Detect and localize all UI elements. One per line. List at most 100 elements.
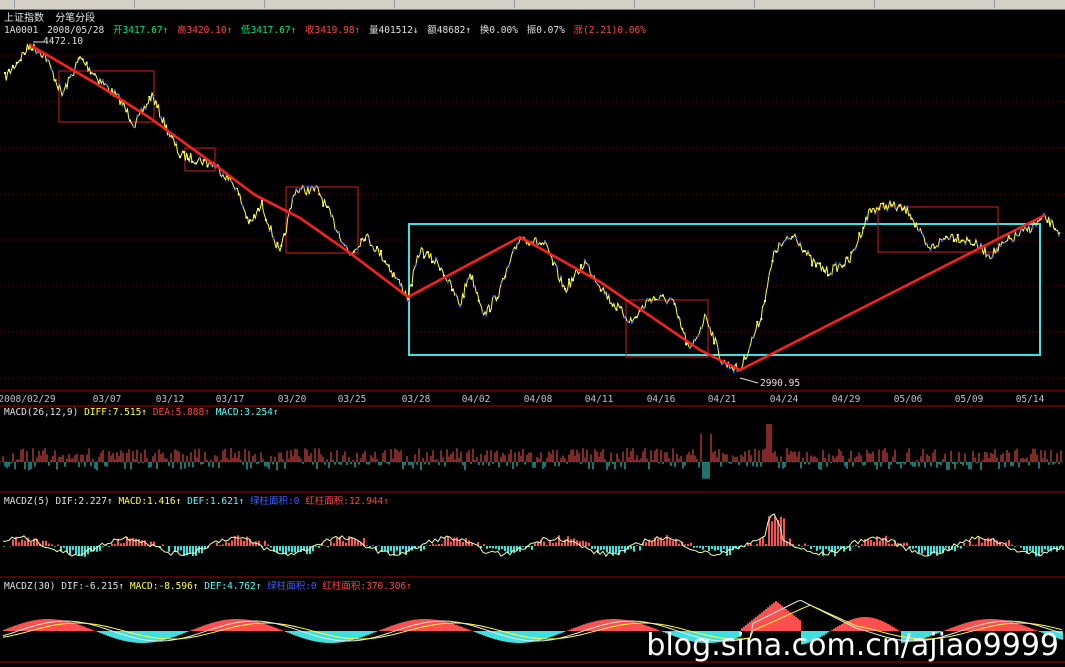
macd3-bar xyxy=(1009,621,1011,631)
toolbar-button[interactable] xyxy=(980,0,995,8)
macd3-bar xyxy=(65,621,67,631)
macd2-bar xyxy=(684,544,686,546)
price-dot xyxy=(858,232,861,235)
toolbar-button[interactable] xyxy=(500,0,515,8)
price-dot xyxy=(556,266,558,268)
macd2-bar xyxy=(558,535,560,546)
macd2-bar xyxy=(960,546,962,549)
price-dot xyxy=(485,314,488,317)
price-dot xyxy=(105,84,108,86)
macd3-bar xyxy=(877,619,879,631)
price-dot xyxy=(206,165,209,168)
macd2-bar xyxy=(57,544,59,546)
toolbar-button[interactable] xyxy=(740,0,755,8)
macd3-bar xyxy=(513,631,515,643)
macd3-bar xyxy=(897,630,899,631)
macd3-bar xyxy=(263,623,265,631)
macd3-bar xyxy=(107,631,109,636)
price-dot xyxy=(101,79,104,82)
macd3-bar xyxy=(595,621,597,631)
macd2-bar xyxy=(771,521,773,546)
price-dot xyxy=(611,304,614,307)
macd3-bar xyxy=(987,619,989,631)
price-dot xyxy=(693,338,695,341)
macd3-bar xyxy=(953,626,955,631)
macd2-bar xyxy=(51,544,53,546)
macd3-bar xyxy=(679,631,681,639)
macd3-bar xyxy=(939,631,941,633)
macd3-bar xyxy=(835,627,837,631)
macd3-bar xyxy=(731,631,733,640)
macd3-bar xyxy=(1057,631,1059,639)
macd3-bar xyxy=(867,617,869,631)
toolbar-button[interactable] xyxy=(380,0,395,8)
price-dot xyxy=(318,193,321,196)
low-price: 低3417.67↑ xyxy=(241,25,297,36)
macd3-bar xyxy=(1051,631,1053,637)
macd3-bar xyxy=(287,631,289,633)
macd3-bar xyxy=(13,625,15,631)
macd3-bar xyxy=(655,629,657,631)
macd2-bar xyxy=(915,546,917,549)
macd2-bar xyxy=(693,546,695,548)
price-dot xyxy=(330,215,333,218)
price-dot xyxy=(241,204,244,207)
toolbar-button[interactable] xyxy=(250,0,265,8)
macd3-bar xyxy=(647,626,649,631)
macd2-bar xyxy=(939,546,941,553)
macd2-bar xyxy=(78,546,80,557)
macd2-bar xyxy=(561,542,563,546)
macd2-bar xyxy=(888,543,890,546)
macd3-bar xyxy=(677,631,679,638)
macd3-bar xyxy=(349,631,351,641)
macd3-bar xyxy=(267,624,269,631)
macd3-bar xyxy=(603,619,605,631)
toolbar-button[interactable] xyxy=(120,0,135,8)
macd3-bar xyxy=(1005,620,1007,631)
macd2-bar xyxy=(126,536,128,546)
price-dot xyxy=(132,126,135,128)
macd3-bar xyxy=(115,631,117,639)
macd2-bar xyxy=(537,541,539,546)
macd2-bar xyxy=(342,541,344,546)
toolbar-button[interactable] xyxy=(620,0,635,8)
macd2-bar xyxy=(825,546,827,549)
macd3-bar xyxy=(983,619,985,631)
macd3-bar xyxy=(71,622,73,631)
macd3-bar xyxy=(705,631,707,643)
macd2-bar xyxy=(729,546,731,556)
macd1-macd: MACD:3.254↑ xyxy=(215,407,279,418)
toolbar-button[interactable] xyxy=(860,0,875,8)
macd3-bar xyxy=(1013,622,1015,631)
macd3-bar xyxy=(41,619,43,631)
macd3-bar xyxy=(421,619,423,631)
macd2-bar xyxy=(444,537,446,546)
macd3-bar xyxy=(47,619,49,631)
macd3-bar xyxy=(1043,631,1045,634)
price-dot xyxy=(152,95,155,98)
macd3-bar xyxy=(723,631,725,642)
macd3-bar xyxy=(549,631,551,638)
macd2-bar xyxy=(843,546,845,552)
toolbar-button[interactable] xyxy=(0,0,15,8)
price-dot xyxy=(952,240,955,242)
macd3-bar xyxy=(1021,624,1023,631)
price-dot xyxy=(345,245,348,247)
macd2-bar xyxy=(696,546,698,548)
macd2-bar xyxy=(99,546,101,551)
macd2-bar xyxy=(60,546,62,552)
macd3-red-area: 红柱面积:370.306↑ xyxy=(322,581,412,592)
price-dot xyxy=(681,327,684,330)
price-dot xyxy=(634,316,637,319)
macd3-bar xyxy=(667,631,669,634)
macd2-bar xyxy=(201,546,203,554)
macd3-bar xyxy=(785,609,787,631)
macd2-bar xyxy=(432,543,434,546)
price-dot xyxy=(925,242,928,245)
macd3-bar xyxy=(157,631,159,642)
price-dot xyxy=(58,83,61,86)
macd3-bar xyxy=(499,631,501,641)
macd2-bar xyxy=(1059,546,1061,549)
macd2-bar xyxy=(303,546,305,551)
